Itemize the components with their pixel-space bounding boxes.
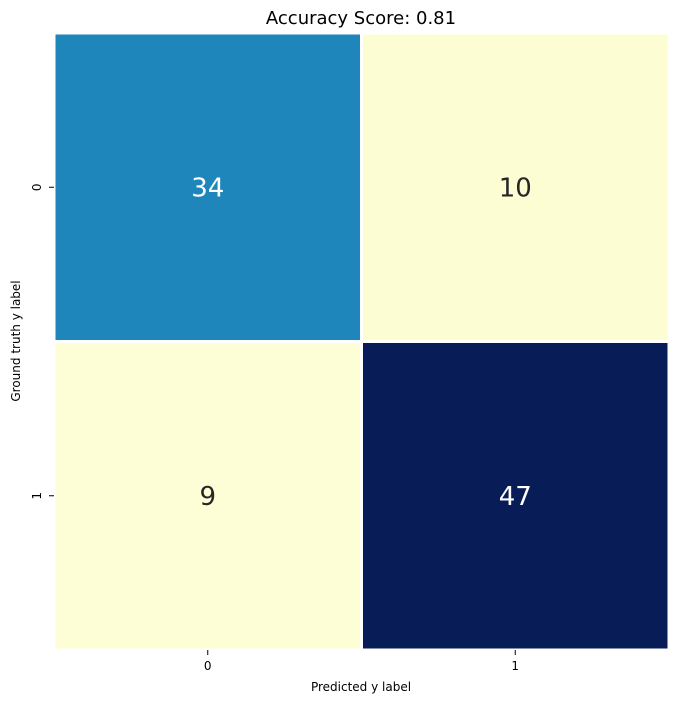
y-tick-label-0: 0 [30,183,44,191]
x-tick-label-0: 0 [204,659,212,673]
heatmap-cell-1-1 [360,340,671,652]
heatmap-cell-0-1 [360,31,671,343]
y-axis-label: Ground truth y label [9,280,23,401]
y-tick-label-1: 1 [30,492,44,500]
x-axis-label: Predicted y label [311,680,411,694]
x-tick-label-1: 1 [511,659,519,673]
cell-value-label-1-1: 47 [499,482,532,512]
cell-value-label-0-0: 34 [191,173,224,203]
cell-value-label-0-1: 10 [499,173,532,203]
heatmap-cell-0-0 [52,31,363,343]
cell-value-label-1-0: 9 [199,482,216,512]
chart-title: Accuracy Score: 0.81 [266,8,456,29]
heatmap-cells: 34 10 9 47 [52,31,671,652]
heatmap-cell-1-0 [52,340,363,652]
axis-ticks: 0 1 0 1 [30,183,519,673]
